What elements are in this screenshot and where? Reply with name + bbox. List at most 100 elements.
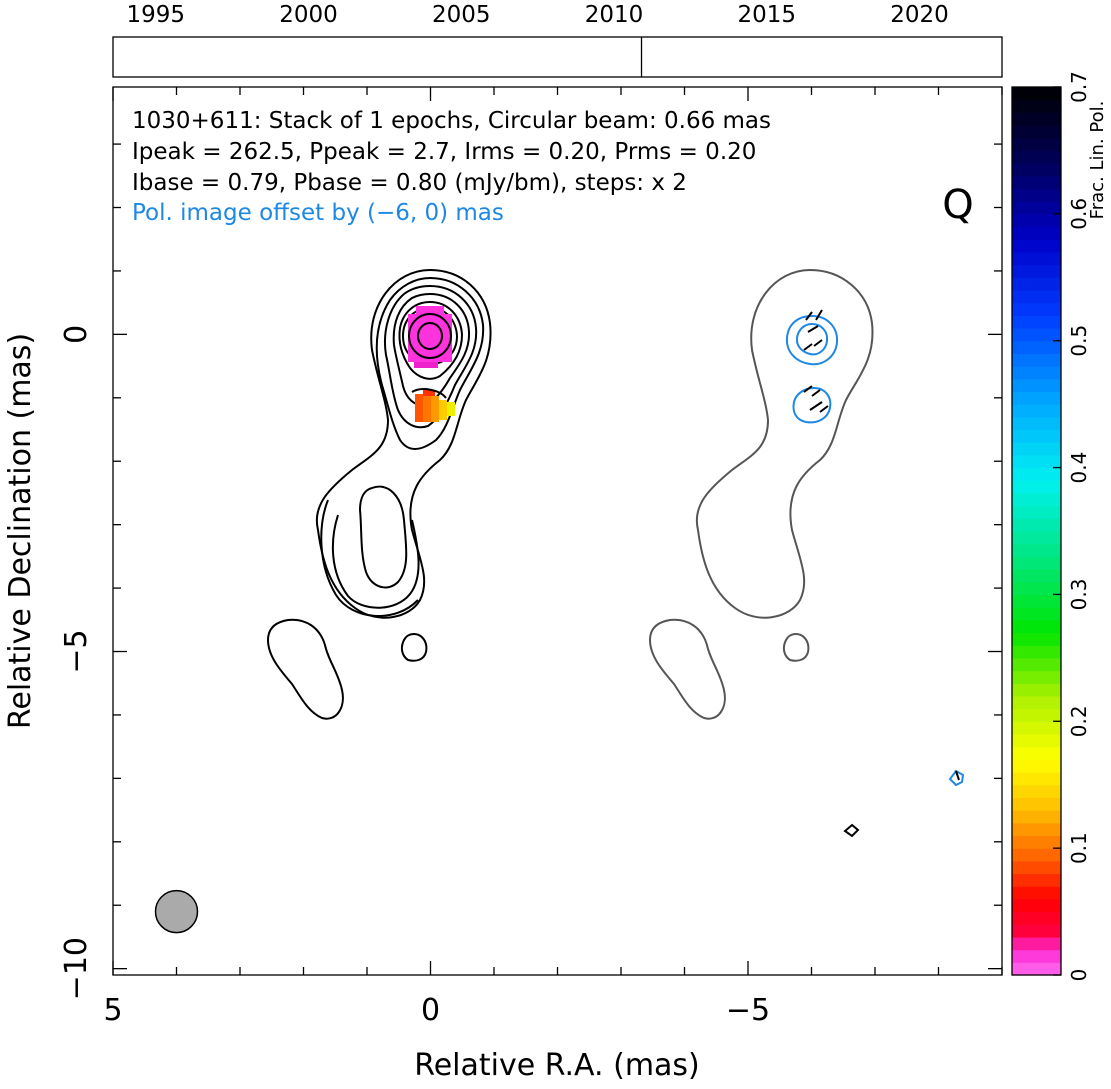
colorbar-band — [1012, 404, 1061, 418]
x-tick-label: −5 — [726, 993, 770, 1028]
colorbar-band — [1012, 87, 1061, 101]
colorbar-frame — [1011, 86, 1062, 976]
x-axis-label: Relative R.A. (mas) — [414, 1048, 700, 1083]
colorbar-band — [1012, 936, 1061, 951]
colorbar-band — [1012, 924, 1061, 938]
colorbar-band — [1012, 531, 1061, 545]
evpa-tick — [811, 389, 821, 397]
colorbar-band — [1012, 569, 1061, 583]
timeline-frame — [112, 36, 1003, 78]
pol-pixel-knot-5 — [447, 402, 455, 416]
colorbar-band — [1012, 302, 1061, 316]
colorbar-tick-label: 0.7 — [1067, 71, 1091, 103]
colorbar-band — [1012, 239, 1061, 253]
contour-jet-inner-2 — [331, 514, 420, 609]
colorbar-band — [1012, 797, 1061, 811]
colorbar-band — [1012, 695, 1061, 710]
frame-ticks — [112, 87, 1003, 975]
pol-base-southern-blob — [648, 618, 726, 720]
evpa-tick — [805, 311, 813, 321]
colorbar-tick-label: 0.4 — [1067, 452, 1091, 484]
colorbar-band — [1012, 873, 1061, 887]
colorbar-band — [1012, 759, 1061, 773]
colorbar-band — [1012, 277, 1061, 291]
colorbar-band — [1012, 886, 1061, 900]
colorbar-band — [1012, 772, 1061, 786]
contour-jet-inner-1 — [358, 485, 408, 589]
evpa-tick — [807, 325, 819, 333]
colorbar-band — [1012, 810, 1061, 824]
colorbar-tick-label: 0.6 — [1067, 198, 1091, 230]
colorbar-band — [1012, 366, 1061, 380]
colorbar-band — [1012, 328, 1061, 342]
colorbar-label: Frac. Lin. Pol. — [1087, 101, 1108, 220]
colorbar-band — [1012, 378, 1061, 393]
contour-4 — [392, 292, 471, 407]
evpa-tick — [803, 343, 813, 351]
colorbar-band — [1012, 391, 1061, 405]
x-tick-label: 5 — [103, 993, 122, 1028]
colorbar-band — [1012, 746, 1061, 760]
colorbar-band — [1012, 99, 1061, 113]
colorbar-band — [1012, 708, 1061, 722]
knot-contour — [411, 388, 447, 399]
colorbar-band — [1012, 683, 1061, 697]
info-line-2: Ipeak = 262.5, Ppeak = 2.7, Irms = 0.20,… — [132, 139, 756, 165]
colorbar-tick-label: 0.1 — [1067, 832, 1091, 864]
polarization-base-contour — [648, 268, 874, 720]
pol-contour-core-inner — [795, 322, 829, 356]
colorbar-band — [1012, 201, 1061, 215]
pol-pixels-core-bottom — [414, 362, 438, 368]
evpa-tick — [815, 309, 823, 321]
colorbar-band — [1012, 442, 1061, 456]
colorbar-band — [1012, 213, 1061, 228]
info-line-3: Ibase = 0.79, Pbase = 0.80 (mJy/bm), ste… — [132, 170, 687, 196]
colorbar-band — [1012, 163, 1061, 177]
colorbar-band — [1012, 429, 1061, 443]
colorbar-band — [1012, 340, 1061, 354]
colorbar-band — [1012, 416, 1061, 431]
contour-2 — [375, 276, 485, 450]
colorbar-band — [1012, 251, 1061, 266]
colorbar-band — [1012, 835, 1061, 849]
colorbar-band — [1012, 898, 1061, 913]
colorbar-band — [1012, 848, 1061, 862]
contour-southern-blob — [266, 618, 344, 720]
colorbar-band — [1012, 125, 1061, 139]
y-tick-label: −5 — [59, 629, 94, 673]
timeline-year-label: 2020 — [890, 2, 949, 28]
timeline-year-label: 2005 — [432, 2, 491, 28]
timeline: 1995 2000 2005 2010 2015 2020 — [112, 2, 1003, 78]
x-tick-label: 0 — [421, 993, 440, 1028]
pol-base-small-blob — [782, 632, 810, 662]
evpa-tick — [813, 339, 823, 347]
info-line-1: 1030+611: Stack of 1 epochs, Circular be… — [132, 108, 771, 134]
core-contour-b — [417, 322, 443, 350]
colorbar-band — [1012, 911, 1061, 925]
contour-jet-inner-3 — [320, 499, 419, 618]
colorbar-band — [1012, 150, 1061, 164]
core-contours-overlay — [408, 313, 452, 399]
colorbar-band — [1012, 188, 1061, 202]
contour-small-blob — [400, 632, 428, 662]
colorbar-band — [1012, 289, 1061, 304]
colorbar-band — [1012, 264, 1061, 278]
colorbar-band — [1012, 632, 1061, 646]
colorbar-band — [1012, 505, 1061, 519]
colorbar-band — [1012, 112, 1061, 126]
x-tick-labels: 5 0 −5 — [103, 993, 770, 1028]
colorbar-band — [1012, 721, 1061, 735]
evpa-ticks — [803, 309, 960, 781]
colorbar-tick-label: 0.2 — [1067, 705, 1091, 737]
contour-tiny-blob — [843, 823, 860, 838]
colorbar-band — [1012, 657, 1061, 672]
colorbar-band — [1012, 949, 1061, 963]
y-tick-label: 0 — [59, 325, 94, 344]
colorbar-ticks: 0 0.1 0.2 0.3 0.4 0.5 0.6 0.7 — [1053, 71, 1091, 981]
contour-3 — [384, 284, 478, 429]
colorbar-band — [1012, 670, 1061, 684]
pol-pixel-knot-1 — [415, 394, 423, 422]
colorbar-band — [1012, 226, 1061, 240]
evpa-tick — [819, 405, 829, 413]
